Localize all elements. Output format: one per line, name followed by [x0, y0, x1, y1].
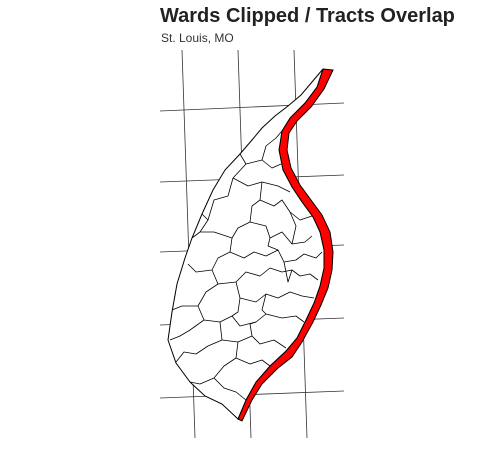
- map-subtitle: St. Louis, MO: [161, 31, 234, 45]
- ward-boundary: [187, 237, 233, 273]
- ward-boundary: [217, 267, 319, 285]
- ward-boundary: [261, 130, 283, 161]
- ward-boundary: [249, 321, 257, 337]
- ward-boundaries: [169, 130, 323, 401]
- ward-boundary: [175, 321, 223, 363]
- ward-boundary: [289, 211, 297, 245]
- ward-boundary: [171, 269, 219, 311]
- ward-boundary: [229, 249, 323, 263]
- ward-boundary: [189, 341, 239, 385]
- city-outline: [167, 68, 325, 420]
- ward-boundary: [249, 221, 313, 245]
- ward-boundary: [235, 357, 271, 367]
- map-title: Wards Clipped / Tracts Overlap: [160, 5, 455, 27]
- ward-boundary: [261, 293, 267, 315]
- ward-boundary: [191, 213, 209, 239]
- ward-boundary: [259, 199, 313, 221]
- ward-boundary: [231, 297, 241, 317]
- ward-boundary: [221, 335, 287, 349]
- ward-boundary: [200, 181, 263, 239]
- ward-boundary: [207, 163, 247, 221]
- ward-boundary: [213, 377, 247, 401]
- ward-boundary: [235, 281, 315, 303]
- graticule-parallel: [159, 102, 345, 112]
- ward-boundary: [267, 237, 279, 251]
- ward-boundary: [169, 305, 205, 341]
- ward-boundary: [283, 261, 293, 283]
